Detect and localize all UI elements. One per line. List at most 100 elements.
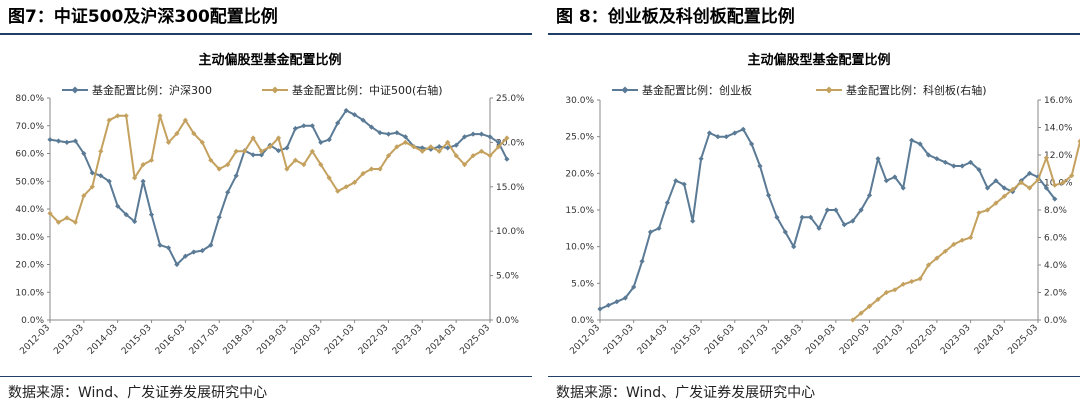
y-left-tick-label: 15.0%	[565, 206, 594, 216]
x-tick-label: 2025-03	[1006, 323, 1040, 357]
data-point	[89, 170, 95, 176]
data-point	[1052, 196, 1058, 202]
legend-label: 基金配置比例：沪深300	[92, 83, 212, 97]
y-left-tick-label: 0.0%	[21, 316, 44, 326]
data-point	[824, 207, 830, 213]
data-point	[749, 141, 755, 147]
data-point	[81, 193, 87, 199]
data-point	[352, 179, 358, 185]
data-point	[664, 200, 670, 206]
data-point	[892, 287, 898, 293]
data-point	[258, 148, 265, 154]
y-left-tick-label: 20.0%	[565, 169, 594, 179]
x-tick-label: 2017-03	[188, 323, 222, 357]
data-point	[318, 162, 324, 168]
x-tick-label: 2013-03	[52, 323, 86, 357]
data-point	[782, 229, 788, 235]
x-tick-label: 2016-03	[703, 323, 737, 357]
series-line-primary	[599, 128, 1056, 310]
data-point	[318, 139, 324, 145]
data-point	[808, 214, 814, 220]
data-point	[335, 120, 341, 126]
data-point	[1001, 193, 1007, 199]
y-left-tick-label: 30.0%	[565, 96, 594, 106]
x-tick-label: 2020-03	[838, 323, 872, 357]
data-point	[984, 185, 991, 191]
data-point	[368, 166, 375, 172]
y-right-tick-label: 25.0%	[496, 94, 525, 104]
data-point	[301, 123, 307, 129]
data-point	[875, 296, 881, 302]
data-point	[89, 184, 95, 190]
y-right-tick-label: 20.0%	[496, 138, 525, 148]
data-point	[1069, 173, 1075, 179]
x-tick-label: 2014-03	[636, 323, 670, 357]
x-tick-label: 2024-03	[973, 323, 1007, 357]
x-tick-label: 2020-03	[289, 323, 323, 357]
data-point	[1043, 155, 1049, 161]
data-point	[81, 150, 87, 157]
data-point	[436, 144, 442, 150]
data-point	[925, 262, 932, 268]
data-point	[394, 144, 400, 150]
data-point	[495, 144, 502, 150]
data-point	[165, 139, 172, 145]
data-point	[900, 281, 906, 287]
data-point	[1060, 179, 1066, 186]
data-point	[445, 139, 451, 145]
data-point	[841, 222, 847, 228]
data-point	[352, 112, 358, 118]
x-tick-label: 2015-03	[120, 323, 154, 357]
data-point	[925, 152, 932, 158]
data-point	[1010, 186, 1016, 192]
data-point	[1027, 170, 1033, 176]
chart-title: 主动偏股型基金配置比例	[198, 52, 341, 68]
data-point	[343, 184, 349, 190]
data-point	[1035, 177, 1041, 183]
y-right-tick-label: 10.0%	[496, 227, 525, 237]
data-point	[208, 157, 214, 163]
y-left-tick-label: 50.0%	[15, 177, 44, 187]
data-point	[385, 153, 392, 159]
data-point	[1077, 138, 1080, 144]
y-left-tick-label: 10.0%	[565, 243, 594, 253]
figure-title: 图7：中证500及沪深300配置比例	[8, 7, 278, 27]
data-point	[72, 219, 78, 225]
x-tick-label: 2017-03	[737, 323, 771, 357]
data-point	[402, 139, 408, 145]
data-point	[909, 278, 915, 285]
y-left-tick-label: 5.0%	[571, 279, 594, 289]
x-tick-label: 2023-03	[391, 323, 425, 357]
data-point	[639, 258, 645, 264]
data-point	[1018, 179, 1024, 186]
y-left-tick-label: 70.0%	[15, 122, 44, 132]
data-point	[478, 131, 485, 137]
data-point	[335, 188, 341, 194]
data-point	[301, 162, 307, 168]
data-point	[917, 276, 923, 282]
x-tick-label: 2021-03	[872, 323, 906, 357]
data-point	[368, 124, 375, 130]
data-point	[326, 175, 332, 181]
data-point	[706, 130, 713, 136]
y-right-tick-label: 2.0%	[1044, 289, 1067, 299]
data-point	[453, 142, 459, 148]
data-point	[55, 138, 62, 144]
data-point	[984, 207, 991, 213]
y-left-tick-label: 25.0%	[565, 133, 594, 143]
data-point	[402, 134, 408, 140]
data-point	[292, 157, 298, 163]
y-right-tick-label: 15.0%	[496, 183, 525, 193]
data-point	[47, 210, 53, 216]
data-point	[377, 166, 383, 172]
data-point	[976, 167, 982, 173]
data-point	[72, 138, 78, 144]
chart-panel-left: 图7：中证500及沪深300配置比例 主动偏股型基金配置比例基金配置比例：沪深3…	[0, 0, 532, 407]
data-point	[216, 166, 222, 172]
data-point	[385, 131, 392, 137]
x-tick-label: 2018-03	[771, 323, 805, 357]
data-point	[233, 173, 239, 179]
x-tick-label: 2022-03	[357, 323, 391, 357]
data-point	[942, 159, 948, 165]
legend-label: 基金配置比例：创业板	[642, 83, 752, 97]
